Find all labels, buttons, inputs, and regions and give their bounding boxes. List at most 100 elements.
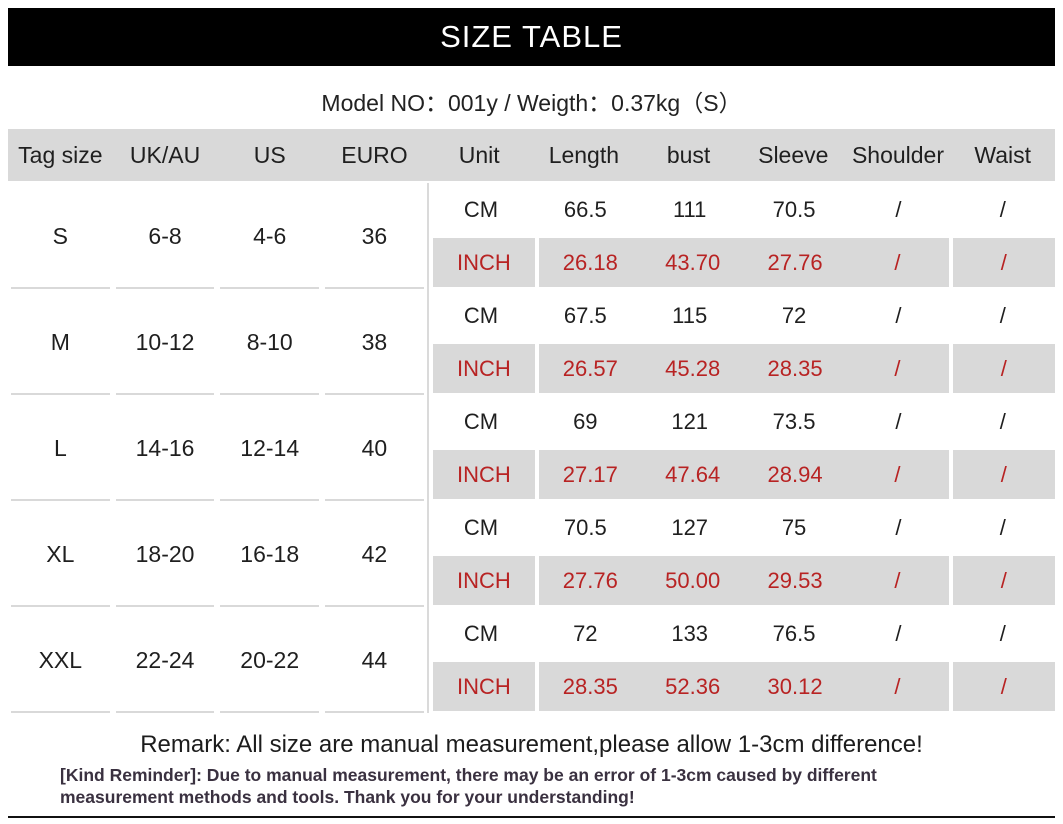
- page-title: SIZE TABLE: [440, 19, 623, 54]
- us-cell: 8-10: [217, 289, 323, 395]
- ukau-cell: 22-24: [112, 607, 218, 713]
- inch-row: INCH 26.57 45.28 28.35 / /: [428, 342, 1055, 395]
- cm-sleeve-cell: 72: [741, 289, 847, 342]
- cm-bust-cell: 133: [637, 607, 742, 660]
- euro-cell: 42: [322, 501, 427, 607]
- inch-sleeve-cell: 27.76: [743, 236, 847, 289]
- inch-length-cell: 27.76: [539, 554, 642, 607]
- inch-waist-cell: /: [948, 236, 1055, 289]
- header-tag-size: Tag size: [18, 141, 103, 168]
- inch-shoulder-cell: /: [846, 554, 949, 607]
- cm-bust-cell: 111: [637, 183, 742, 236]
- inch-length-cell: 26.57: [539, 342, 642, 395]
- unit-cm-cell: CM: [428, 395, 534, 448]
- ukau-cell: 6-8: [112, 183, 218, 289]
- euro-cell: 38: [322, 289, 427, 395]
- tag-size-cell: XL: [8, 501, 113, 607]
- inch-sleeve-cell: 28.35: [743, 342, 847, 395]
- model-info-line: Model NO：001y / Weigth：0.37kg（S）: [321, 90, 742, 116]
- euro-cell: 40: [322, 395, 427, 501]
- header-shoulder: Shoulder: [851, 141, 945, 168]
- cm-row: CM 70.5 127 75 / /: [428, 501, 1055, 554]
- cm-length-cell: 72: [533, 607, 638, 660]
- inch-bust-cell: 50.00: [641, 554, 744, 607]
- cm-length-cell: 66.5: [533, 183, 638, 236]
- header-length: Length: [548, 141, 620, 168]
- ukau-cell: 18-20: [112, 501, 218, 607]
- cm-waist-cell: /: [950, 395, 1055, 448]
- inch-sleeve-cell: 29.53: [743, 554, 847, 607]
- tag-size-cell: L: [8, 395, 113, 501]
- inch-bust-cell: 47.64: [641, 448, 744, 501]
- inch-bust-cell: 52.36: [641, 660, 744, 713]
- euro-cell: 36: [322, 183, 427, 289]
- cm-shoulder-cell: /: [846, 395, 951, 448]
- header-sleeve: Sleeve: [758, 141, 829, 168]
- inch-row: INCH 28.35 52.36 30.12 / /: [428, 660, 1055, 713]
- header-uk-au: UK/AU: [129, 141, 201, 168]
- unit-inch-cell: INCH: [428, 236, 540, 289]
- table-row-group-m: M 10-12 8-10 38 CM 67.5 115 72 / / INCH …: [8, 289, 1055, 395]
- cm-length-cell: 67.5: [533, 289, 638, 342]
- table-row-group-l: L 14-16 12-14 40 CM 69 121 73.5 / / INCH…: [8, 395, 1055, 501]
- inch-shoulder-cell: /: [846, 342, 949, 395]
- table-row-group-s: S 6-8 4-6 36 CM 66.5 111 70.5 / / INCH 2…: [8, 183, 1055, 289]
- cm-waist-cell: /: [950, 289, 1055, 342]
- inch-sleeve-cell: 30.12: [743, 660, 847, 713]
- ukau-cell: 10-12: [112, 289, 218, 395]
- cm-row: CM 69 121 73.5 / /: [428, 395, 1055, 448]
- tag-size-cell: XXL: [8, 607, 113, 713]
- us-cell: 12-14: [217, 395, 323, 501]
- cm-sleeve-cell: 75: [741, 501, 847, 554]
- cm-shoulder-cell: /: [846, 607, 951, 660]
- cm-sleeve-cell: 70.5: [741, 183, 847, 236]
- unit-inch-cell: INCH: [428, 660, 540, 713]
- unit-cm-cell: CM: [428, 183, 534, 236]
- inch-shoulder-cell: /: [846, 236, 949, 289]
- cm-length-cell: 69: [533, 395, 638, 448]
- inch-bust-cell: 45.28: [641, 342, 744, 395]
- cm-waist-cell: /: [950, 183, 1055, 236]
- inch-waist-cell: /: [948, 660, 1055, 713]
- inch-sleeve-cell: 28.94: [743, 448, 847, 501]
- header-unit: Unit: [458, 141, 500, 168]
- measurement-rows: CM 70.5 127 75 / / INCH 27.76 50.00 29.5…: [426, 501, 1055, 607]
- kind-reminder-text: [Kind Reminder]: Due to manual measureme…: [60, 765, 877, 807]
- inch-length-cell: 28.35: [539, 660, 642, 713]
- table-body: S 6-8 4-6 36 CM 66.5 111 70.5 / / INCH 2…: [8, 183, 1055, 713]
- table-header-row: Tag size UK/AU US EURO Unit Length bust …: [8, 129, 1055, 181]
- header-euro: EURO: [341, 141, 408, 168]
- tag-size-cell: M: [8, 289, 113, 395]
- inch-waist-cell: /: [948, 342, 1055, 395]
- tag-size-cell: S: [8, 183, 113, 289]
- unit-inch-cell: INCH: [428, 448, 540, 501]
- measurement-rows: CM 67.5 115 72 / / INCH 26.57 45.28 28.3…: [426, 289, 1055, 395]
- cm-bust-cell: 115: [637, 289, 742, 342]
- inch-row: INCH 27.76 50.00 29.53 / /: [428, 554, 1055, 607]
- remark-text: Remark: All size are manual measurement,…: [140, 731, 923, 758]
- measurement-rows: CM 69 121 73.5 / / INCH 27.17 47.64 28.9…: [426, 395, 1055, 501]
- unit-cm-cell: CM: [428, 501, 534, 554]
- euro-cell: 44: [322, 607, 427, 713]
- cm-shoulder-cell: /: [846, 183, 951, 236]
- us-cell: 16-18: [217, 501, 323, 607]
- header-us: US: [253, 141, 286, 168]
- unit-inch-cell: INCH: [428, 342, 540, 395]
- inch-waist-cell: /: [948, 448, 1055, 501]
- us-cell: 20-22: [217, 607, 323, 713]
- cm-waist-cell: /: [950, 501, 1055, 554]
- inch-bust-cell: 43.70: [641, 236, 744, 289]
- cm-shoulder-cell: /: [846, 289, 951, 342]
- us-cell: 4-6: [217, 183, 323, 289]
- inch-shoulder-cell: /: [846, 448, 949, 501]
- inch-length-cell: 26.18: [539, 236, 642, 289]
- inch-shoulder-cell: /: [846, 660, 949, 713]
- inch-length-cell: 27.17: [539, 448, 642, 501]
- measurement-rows: CM 66.5 111 70.5 / / INCH 26.18 43.70 27…: [426, 183, 1055, 289]
- cm-row: CM 72 133 76.5 / /: [428, 607, 1055, 660]
- unit-cm-cell: CM: [428, 289, 534, 342]
- inch-row: INCH 27.17 47.64 28.94 / /: [428, 448, 1055, 501]
- inch-row: INCH 26.18 43.70 27.76 / /: [428, 236, 1055, 289]
- cm-shoulder-cell: /: [846, 501, 951, 554]
- unit-inch-cell: INCH: [428, 554, 540, 607]
